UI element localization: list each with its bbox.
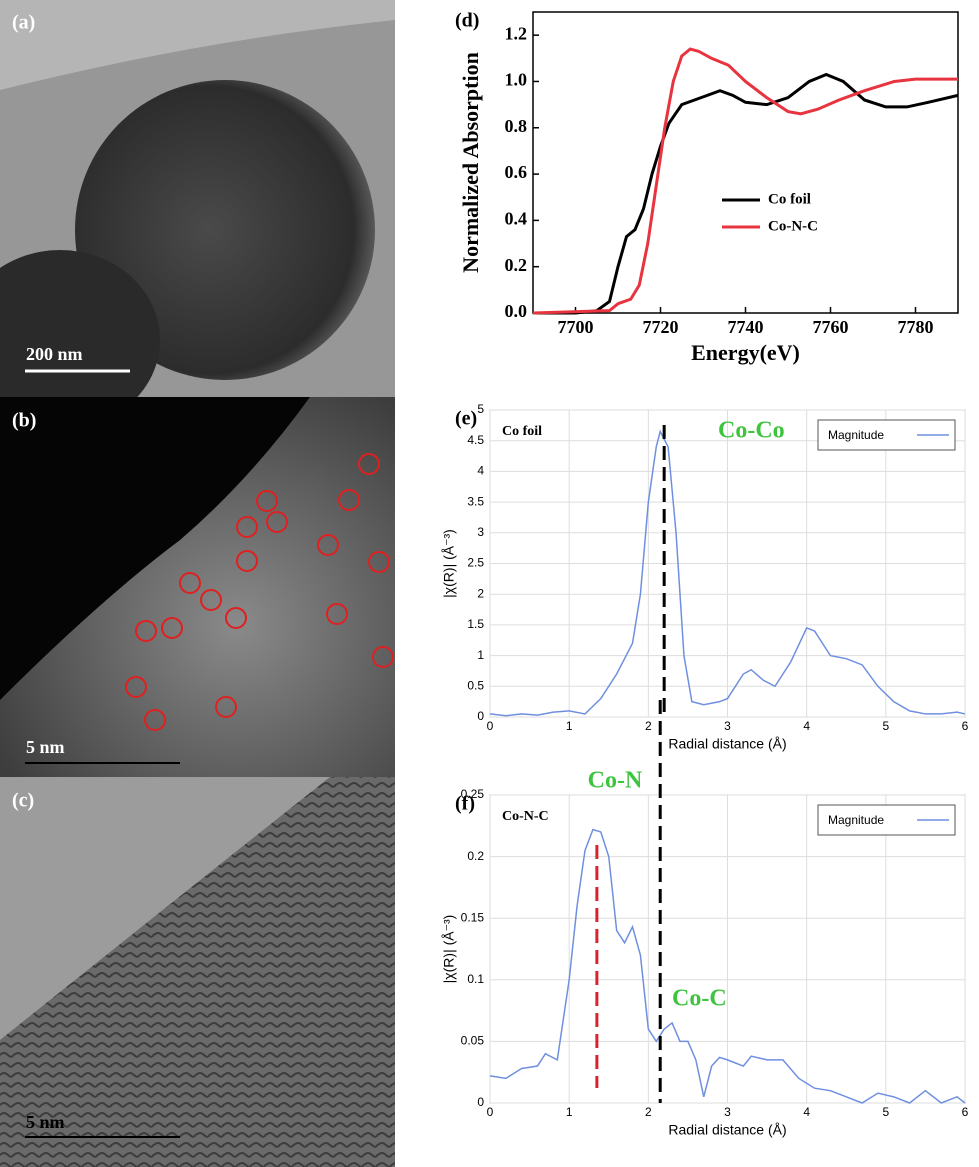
y-tick-label: 4.5: [467, 433, 484, 447]
annotation: Co-N: [588, 768, 643, 794]
x-tick-label: 0: [487, 1105, 494, 1119]
data-line: [489, 828, 966, 1104]
y-tick-label: 0.6: [505, 162, 528, 182]
x-axis-label: Radial distance (Å): [668, 736, 786, 752]
x-tick-label: 7760: [813, 317, 849, 337]
x-axis-label: Energy(eV): [691, 340, 800, 365]
y-axis-label: |χ(R)| (Å⁻³): [441, 915, 457, 984]
x-axis-label: Radial distance (Å): [668, 1122, 786, 1138]
data-line: [489, 429, 966, 717]
x-tick-label: 7740: [728, 317, 764, 337]
panel-label: (b): [12, 410, 36, 432]
x-tick-label: 4: [803, 1105, 810, 1119]
y-tick-label: 0.8: [505, 116, 528, 136]
x-tick-label: 5: [882, 719, 889, 733]
annotation: Co-Co: [718, 418, 785, 444]
y-tick-label: 0.05: [461, 1034, 485, 1048]
x-tick-label: 3: [724, 719, 731, 733]
tem-image-a: (a) 200 nm: [0, 0, 395, 430]
y-tick-label: 0.2: [467, 849, 484, 863]
y-tick-label: 0.25: [461, 787, 485, 801]
annotation: Co-C: [672, 986, 727, 1012]
x-tick-label: 3: [724, 1105, 731, 1119]
sample-label: Co-N-C: [502, 809, 549, 824]
x-tick-label: 7700: [558, 317, 594, 337]
tem-image-b: (b) 5 nm: [0, 397, 395, 777]
panel-label: (c): [12, 790, 34, 812]
x-tick-label: 5: [882, 1105, 889, 1119]
data-line: [532, 47, 958, 315]
y-tick-label: 0.1: [467, 972, 484, 986]
x-tick-label: 6: [962, 1105, 969, 1119]
y-tick-label: 0: [477, 709, 484, 723]
panel-label: (f): [455, 793, 475, 815]
y-tick-label: 1.2: [505, 23, 528, 43]
y-tick-label: 0.2: [505, 255, 528, 275]
plot-area: [532, 11, 959, 314]
legend-label: Magnitude: [828, 428, 884, 442]
y-tick-label: 2.5: [467, 556, 484, 570]
x-tick-label: 6: [962, 719, 969, 733]
x-tick-label: 0: [487, 719, 494, 733]
x-tick-label: 4: [803, 719, 810, 733]
y-tick-label: 0.0: [505, 301, 528, 321]
panel-label: (e): [455, 408, 477, 430]
y-tick-label: 0.5: [467, 678, 484, 692]
scale-label: 5 nm: [26, 737, 65, 757]
y-tick-label: 2: [477, 586, 484, 600]
y-tick-label: 3.5: [467, 494, 484, 508]
y-tick-label: 5: [477, 402, 484, 416]
tem-image-c: (c) 5 nm: [0, 777, 395, 1167]
x-tick-label: 7780: [898, 317, 934, 337]
y-axis-label: |χ(R)| (Å⁻³): [441, 529, 457, 598]
scale-label: 200 nm: [26, 344, 83, 364]
x-tick-label: 1: [566, 719, 573, 733]
y-tick-label: 1.5: [467, 617, 484, 631]
x-tick-label: 7720: [643, 317, 679, 337]
sample-label: Co foil: [502, 424, 542, 439]
y-tick-label: 0.4: [505, 209, 528, 229]
y-tick-label: 0.15: [461, 910, 485, 924]
x-tick-label: 2: [645, 719, 652, 733]
y-axis-label: Normalized Absorption: [458, 52, 483, 273]
legend-label: Co-N-C: [768, 218, 818, 234]
legend-label: Co foil: [768, 191, 811, 207]
y-tick-label: 4: [477, 464, 484, 478]
y-tick-label: 1.0: [505, 70, 528, 90]
y-tick-label: 3: [477, 525, 484, 539]
scale-label: 5 nm: [26, 1112, 65, 1132]
y-tick-label: 1: [477, 648, 484, 662]
x-tick-label: 1: [566, 1105, 573, 1119]
panel-label: (d): [455, 10, 479, 32]
x-tick-label: 2: [645, 1105, 652, 1119]
panel-label: (a): [12, 12, 35, 34]
y-tick-label: 0: [477, 1095, 484, 1109]
legend-label: Magnitude: [828, 813, 884, 827]
